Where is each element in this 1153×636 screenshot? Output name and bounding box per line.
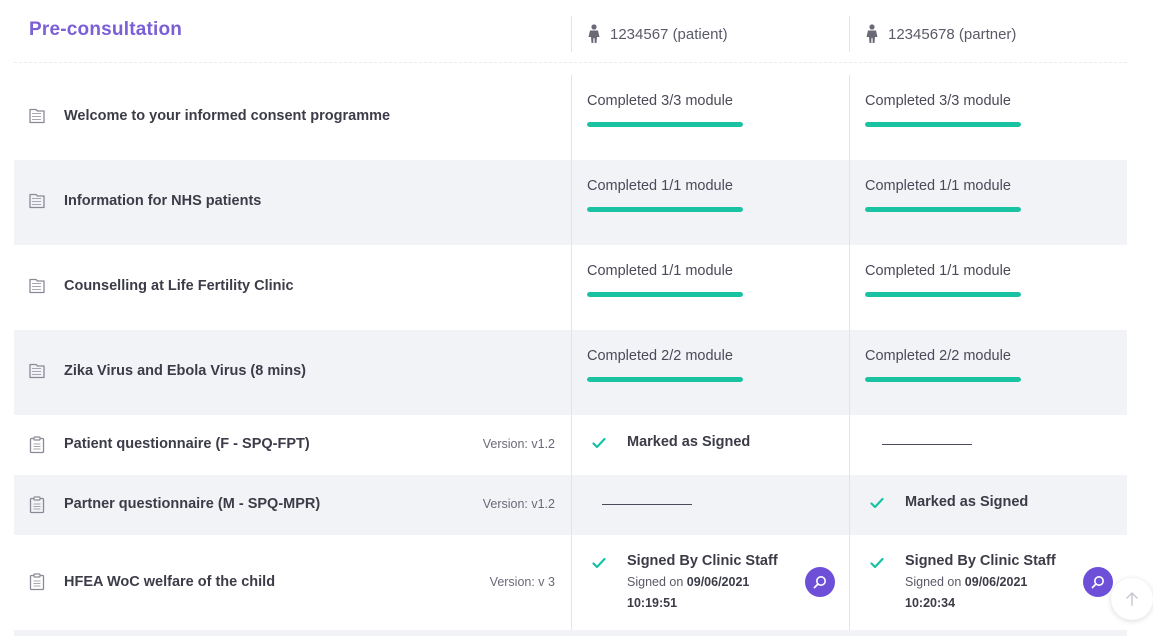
check-icon: [592, 437, 606, 449]
patient-label: 1234567 (patient): [610, 25, 728, 43]
form-label[interactable]: Patient questionnaire (F - SPQ-FPT): [64, 436, 310, 452]
sign-status: Signed By Clinic Staff: [627, 553, 778, 569]
sign-status: Marked as Signed: [905, 494, 1029, 510]
progress-bar: [865, 122, 1021, 127]
empty-dash: [602, 504, 692, 505]
progress-bar: [865, 207, 1021, 212]
progress-text: Completed 1/1 module: [865, 178, 1011, 194]
progress-text: Completed 2/2 module: [587, 348, 733, 364]
search-icon: [813, 576, 826, 589]
progress-bar: [587, 292, 743, 297]
page-header: Pre-consultation 1234567 (patient) 12345…: [14, 0, 1127, 63]
person-icon: [864, 24, 880, 44]
check-icon: [592, 557, 606, 569]
clipboard-icon: [27, 572, 47, 592]
arrow-up-icon: [1126, 592, 1138, 606]
module-row[interactable]: Information for NHS patients Completed 1…: [14, 160, 1127, 245]
module-row[interactable]: Counselling at Life Fertility Clinic Com…: [14, 245, 1127, 330]
module-folder-icon: [27, 106, 47, 126]
module-folder-icon: [27, 191, 47, 211]
module-label[interactable]: Information for NHS patients: [64, 193, 262, 209]
module-folder-icon: [27, 361, 47, 381]
clipboard-icon: [27, 495, 47, 515]
check-icon: [870, 497, 884, 509]
clipboard-icon: [27, 435, 47, 455]
progress-bar: [587, 122, 743, 127]
signed-details: Signed on 09/06/2021 10:20:34: [905, 575, 1028, 610]
view-signature-button[interactable]: [1083, 567, 1113, 597]
version-label: Version: v 3: [489, 575, 555, 589]
module-row[interactable]: Welcome to your informed consent program…: [14, 75, 1127, 160]
form-label[interactable]: Partner questionnaire (M - SPQ-MPR): [64, 496, 321, 512]
progress-bar: [587, 207, 743, 212]
partner-label: 12345678 (partner): [888, 25, 1017, 43]
progress-text: Completed 3/3 module: [587, 93, 733, 109]
module-label[interactable]: Welcome to your informed consent program…: [64, 108, 391, 124]
progress-text: Completed 1/1 module: [587, 263, 733, 279]
patient-column-header: 1234567 (patient): [571, 16, 850, 52]
version-label: Version: v1.2: [482, 497, 555, 511]
scroll-to-top-button[interactable]: [1111, 578, 1153, 620]
module-label[interactable]: Zika Virus and Ebola Virus (8 mins): [64, 363, 307, 379]
empty-dash: [882, 444, 972, 445]
module-folder-icon: [27, 276, 47, 296]
module-row[interactable]: Zika Virus and Ebola Virus (8 mins) Comp…: [14, 330, 1127, 415]
form-label[interactable]: HFEA WoC welfare of the child: [64, 574, 276, 590]
next-row-partial: [14, 630, 1127, 636]
partner-column-header: 12345678 (partner): [849, 16, 1128, 52]
version-label: Version: v1.2: [482, 437, 555, 451]
form-row[interactable]: Patient questionnaire (F - SPQ-FPT) Vers…: [14, 415, 1127, 475]
form-row[interactable]: HFEA WoC welfare of the child Version: v…: [14, 535, 1127, 630]
person-icon: [586, 24, 602, 44]
progress-bar: [865, 292, 1021, 297]
signed-details: Signed on 09/06/2021 10:19:51: [627, 575, 750, 610]
progress-text: Completed 3/3 module: [865, 93, 1011, 109]
progress-bar: [865, 377, 1021, 382]
progress-text: Completed 1/1 module: [587, 178, 733, 194]
progress-text: Completed 1/1 module: [865, 263, 1011, 279]
search-icon: [1091, 576, 1104, 589]
sign-status: Marked as Signed: [627, 434, 751, 450]
module-label[interactable]: Counselling at Life Fertility Clinic: [64, 278, 294, 294]
progress-text: Completed 2/2 module: [865, 348, 1011, 364]
form-row[interactable]: Partner questionnaire (M - SPQ-MPR) Vers…: [14, 475, 1127, 535]
view-signature-button[interactable]: [805, 567, 835, 597]
sign-status: Signed By Clinic Staff: [905, 553, 1056, 569]
progress-bar: [587, 377, 743, 382]
page-title: Pre-consultation: [29, 19, 183, 40]
check-icon: [870, 557, 884, 569]
